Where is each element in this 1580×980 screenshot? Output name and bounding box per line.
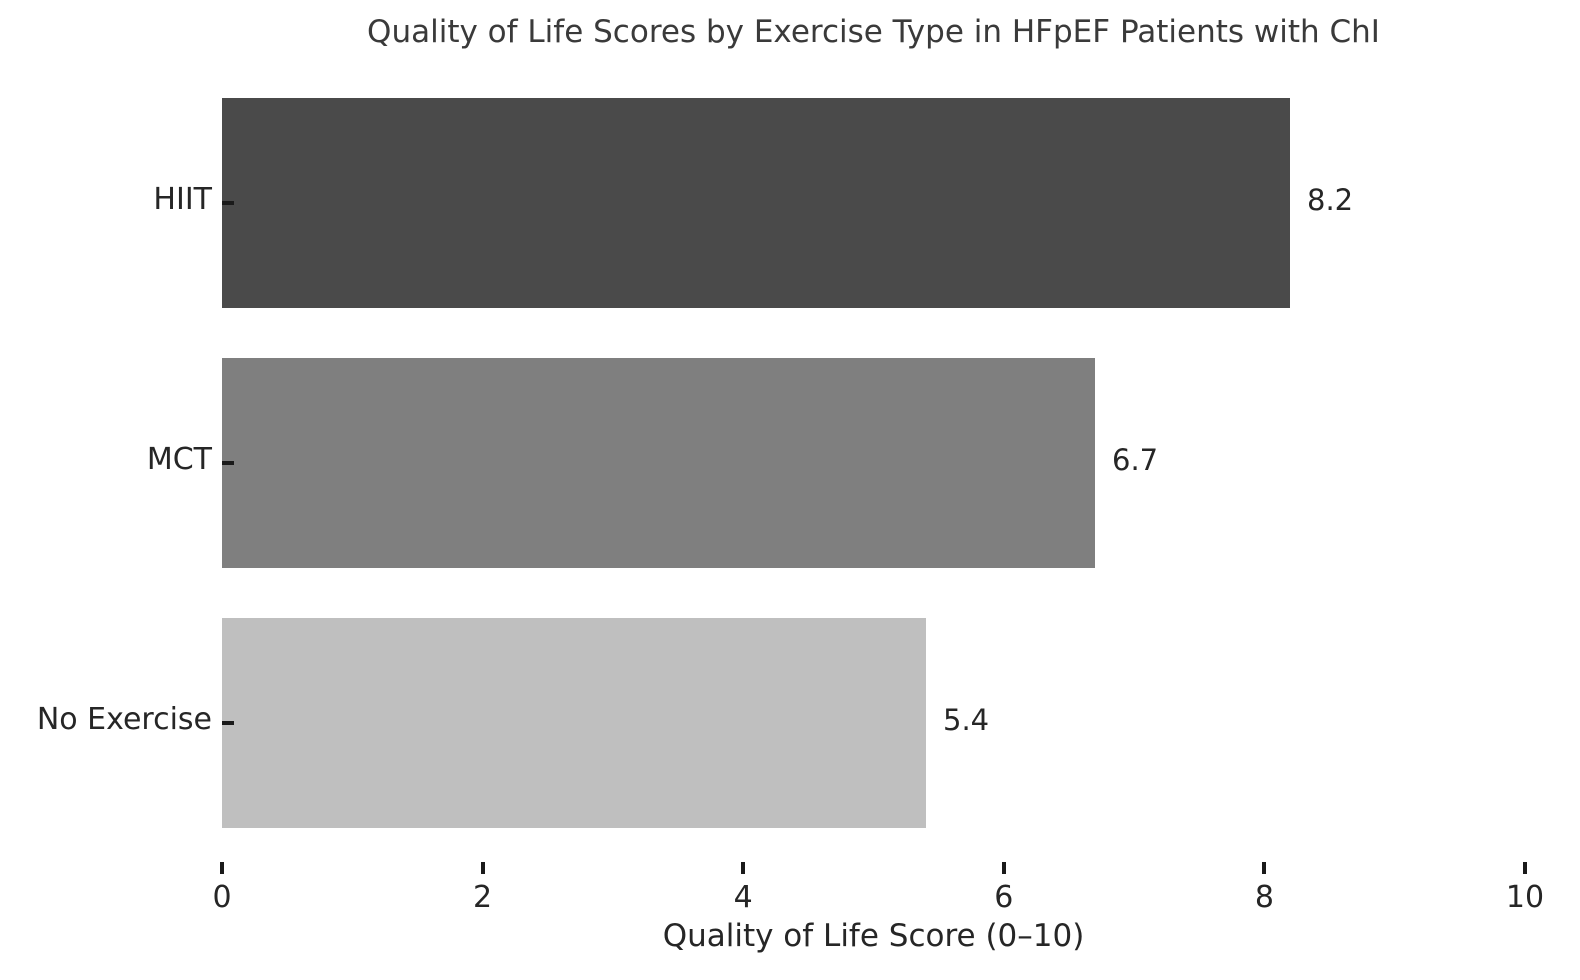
x-axis-tick [741, 862, 746, 874]
x-axis-label: Quality of Life Score (0–10) [662, 918, 1085, 954]
x-axis-tick [220, 862, 224, 874]
value-label: 6.7 [1112, 443, 1159, 477]
y-axis-tick [222, 201, 234, 205]
value-label: 8.2 [1307, 183, 1354, 217]
x-tick-label: 8 [1254, 880, 1274, 915]
chart-title: Quality of Life Scores by Exercise Type … [367, 14, 1380, 50]
x-tick-label: 0 [212, 880, 232, 915]
y-axis-tick [222, 721, 234, 725]
bar-hiit [222, 98, 1290, 308]
bar-mct [222, 358, 1095, 568]
category-label-mct: MCT [146, 442, 212, 477]
value-label: 5.4 [943, 703, 990, 737]
x-axis-tick [1001, 862, 1006, 874]
x-tick-label: 6 [994, 880, 1014, 915]
x-tick-label: 2 [473, 880, 493, 915]
x-axis-tick [1262, 862, 1267, 874]
category-label-no-exercise: No Exercise [36, 702, 212, 737]
x-tick-label: 4 [733, 880, 753, 915]
bar-no-exercise [222, 618, 926, 828]
y-axis-tick [222, 461, 234, 465]
x-tick-label: 10 [1505, 880, 1545, 915]
x-axis-tick [480, 862, 485, 874]
category-label-hiit: HIIT [153, 182, 212, 217]
x-axis-tick [1523, 862, 1527, 874]
